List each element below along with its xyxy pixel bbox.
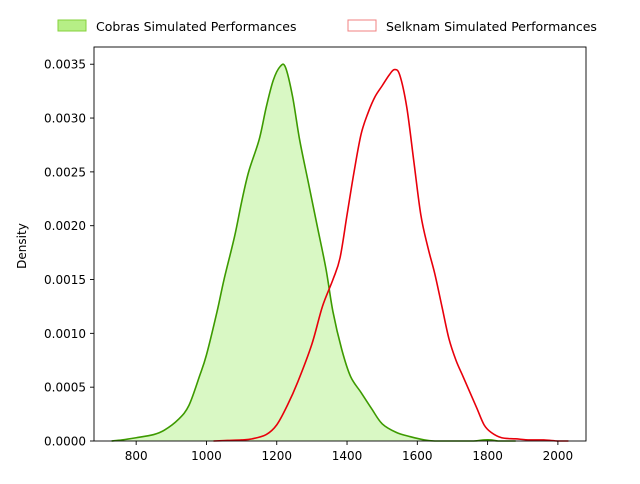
- y-tick-label: 0.0010: [44, 327, 86, 341]
- axes: 800 1000 1200 1400 1600 1800 2000 0.0000 0.0005 0…: [44, 46, 587, 463]
- y-tick-label: 0.0035: [44, 58, 86, 72]
- x-tick-label: 1000: [191, 449, 222, 463]
- x-tick-label: 1200: [261, 449, 292, 463]
- x-tick-label: 2000: [543, 449, 574, 463]
- legend-label: Selknam Simulated Performances: [386, 19, 597, 34]
- y-tick-label: 0.0025: [44, 165, 86, 179]
- y-tick-label: 0.0005: [44, 381, 86, 395]
- y-axis-label: Density: [15, 223, 29, 269]
- axes-frame: [93, 46, 587, 442]
- legend-swatch: [57, 19, 87, 32]
- x-tick-label: 1800: [472, 449, 503, 463]
- series-0-area: [111, 64, 516, 442]
- x-tick-label: 1400: [332, 449, 363, 463]
- series-1-line: [213, 68, 569, 442]
- x-tick-label: 1600: [402, 449, 433, 463]
- x-tick-label: 800: [125, 449, 148, 463]
- plot-area: [111, 63, 569, 442]
- y-tick-label: 0.0015: [44, 273, 86, 287]
- legend: Cobras Simulated Performances Selknam Sim…: [57, 19, 597, 34]
- legend-swatch: [347, 19, 377, 32]
- y-tick-label: 0.0000: [44, 435, 86, 449]
- y-tick-label: 0.0020: [44, 219, 86, 233]
- y-tick-label: 0.0030: [44, 112, 86, 126]
- legend-label: Cobras Simulated Performances: [96, 19, 296, 34]
